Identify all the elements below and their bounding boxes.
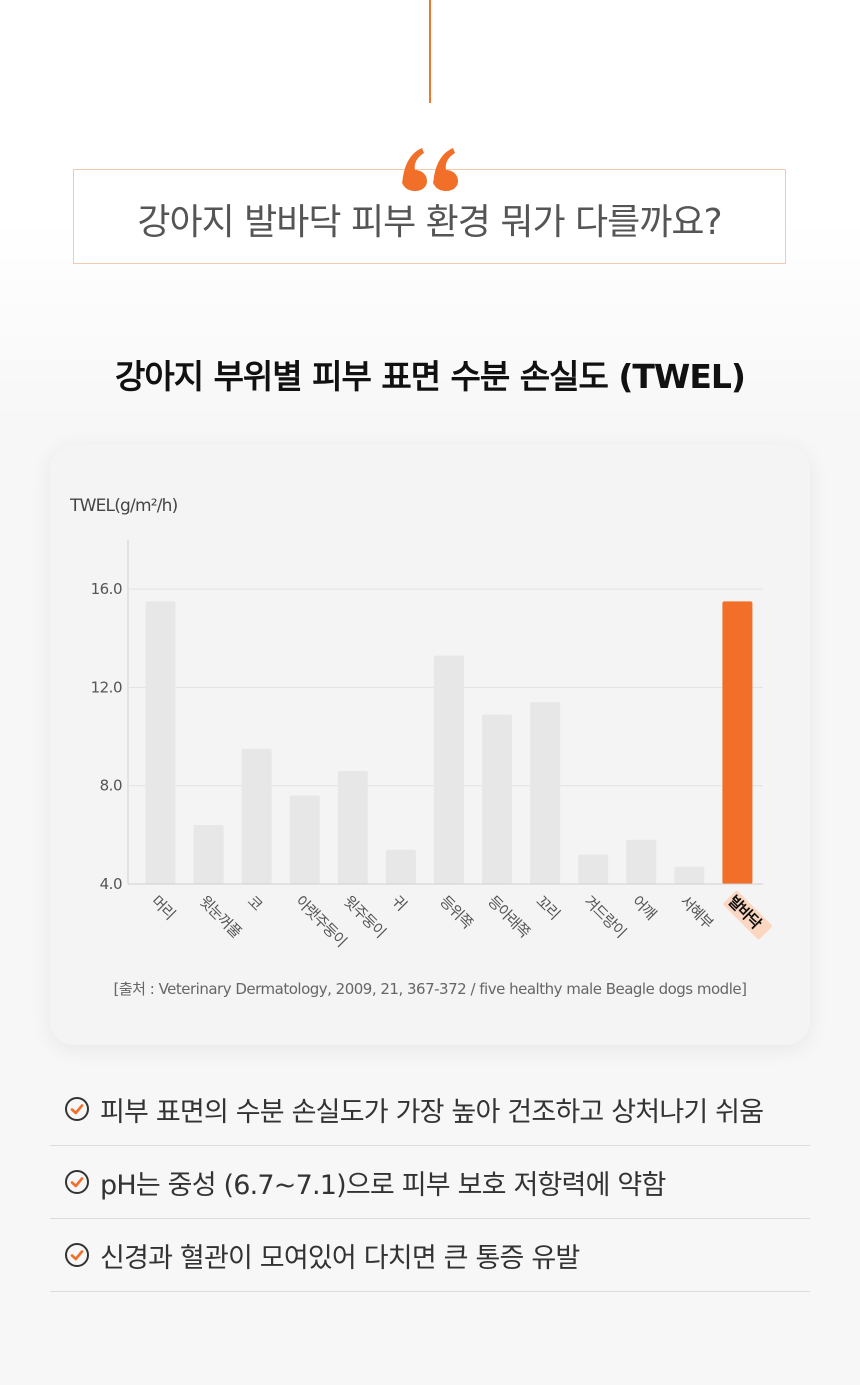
quote-mark-icon [402, 148, 458, 191]
bar [674, 866, 705, 884]
x-tick-label: 코 [244, 892, 266, 914]
x-tick-label: 등아래쪽 [484, 892, 534, 942]
y-tick-label: 16.0 [91, 580, 122, 598]
y-tick-label: 8.0 [100, 777, 122, 795]
x-tick-label: 윗눈꺼풀 [196, 892, 245, 941]
bar [193, 825, 224, 884]
chart-headline: 강아지 부위별 피부 표면 수분 손실도 (TWEL) [115, 357, 746, 396]
list-item: 신경과 혈관이 모여있어 다치면 큰 통증 유발 [50, 1219, 810, 1292]
bar [289, 795, 320, 884]
bar [385, 849, 416, 884]
y-tick-label: 12.0 [91, 678, 122, 696]
check-circle-icon [65, 1170, 89, 1194]
x-tick-label: 등위쪽 [436, 892, 477, 933]
quote-box: 강아지 발바닥 피부 환경 뭐가 다를까요? [73, 169, 786, 264]
check-circle-icon [65, 1097, 89, 1121]
bar [337, 770, 368, 884]
x-tick-label-highlight-bg [723, 890, 772, 940]
x-tick-label: 서혜부 [677, 892, 718, 933]
chart-card: TWEL(g/m²/h) 4.0 8.0 12.0 16.0 머리 윗눈꺼풀 코 아랫주둥이 윗주… [50, 445, 810, 1045]
quote-text: 강아지 발바닥 피부 환경 뭐가 다를까요? [137, 201, 722, 243]
x-tick-label: 겨드랑이 [580, 892, 629, 941]
bar [578, 854, 609, 884]
bar-highlight [722, 601, 753, 884]
twel-bar-chart: TWEL(g/m²/h)4.08.012.016.0머리 윗눈꺼풀 코 아랫주둥이윗주… [69, 496, 772, 950]
list-item-text: pH는 중성 (6.7~7.1)으로 피부 보호 저항력에 약함 [100, 1169, 666, 1201]
y-axis-label: TWEL(g/m²/h) [69, 496, 178, 516]
list-item: pH는 중성 (6.7~7.1)으로 피부 보호 저항력에 약함 [50, 1146, 810, 1219]
x-tick-label: 아랫주둥이 [292, 892, 350, 950]
chart-source: [출처 : Veterinary Dermatology, 2009, 21, … [113, 980, 747, 998]
x-tick-label: 귀 [388, 892, 410, 914]
x-tick-label: 어깨 [628, 892, 659, 923]
check-circle-icon [65, 1243, 89, 1267]
x-tick-label: 머리 [148, 892, 179, 923]
x-tick-label: 꼬리 [532, 892, 563, 923]
list-item: 피부 표면의 수분 손실도가 가장 높아 건조하고 상처나기 쉬움 [50, 1073, 810, 1146]
bar [482, 714, 513, 884]
bar [433, 655, 464, 884]
bar [530, 702, 561, 884]
list-item-text: 피부 표면의 수분 손실도가 가장 높아 건조하고 상처나기 쉬움 [100, 1096, 764, 1128]
feature-list: 피부 표면의 수분 손실도가 가장 높아 건조하고 상처나기 쉬움 pH는 중성… [50, 1073, 810, 1292]
top-divider-line [429, 0, 431, 103]
bar [626, 839, 657, 884]
bar [241, 748, 272, 884]
y-tick-label: 4.0 [100, 875, 122, 893]
list-item-text: 신경과 혈관이 모여있어 다치면 큰 통증 유발 [100, 1242, 580, 1274]
bar [145, 601, 176, 884]
